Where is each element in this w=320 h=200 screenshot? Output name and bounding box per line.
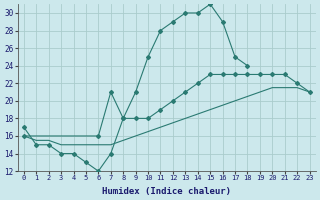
X-axis label: Humidex (Indice chaleur): Humidex (Indice chaleur) <box>102 187 231 196</box>
